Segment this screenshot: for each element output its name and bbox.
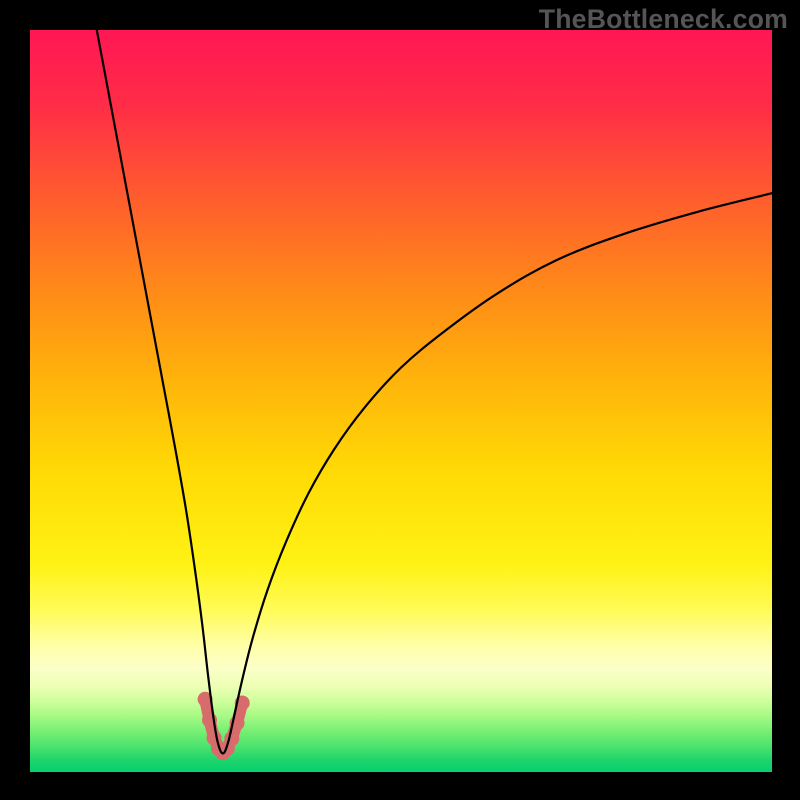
chart-stage: TheBottleneck.com (0, 0, 800, 800)
watermark-text: TheBottleneck.com (539, 4, 788, 35)
bottleneck-chart (0, 0, 800, 800)
